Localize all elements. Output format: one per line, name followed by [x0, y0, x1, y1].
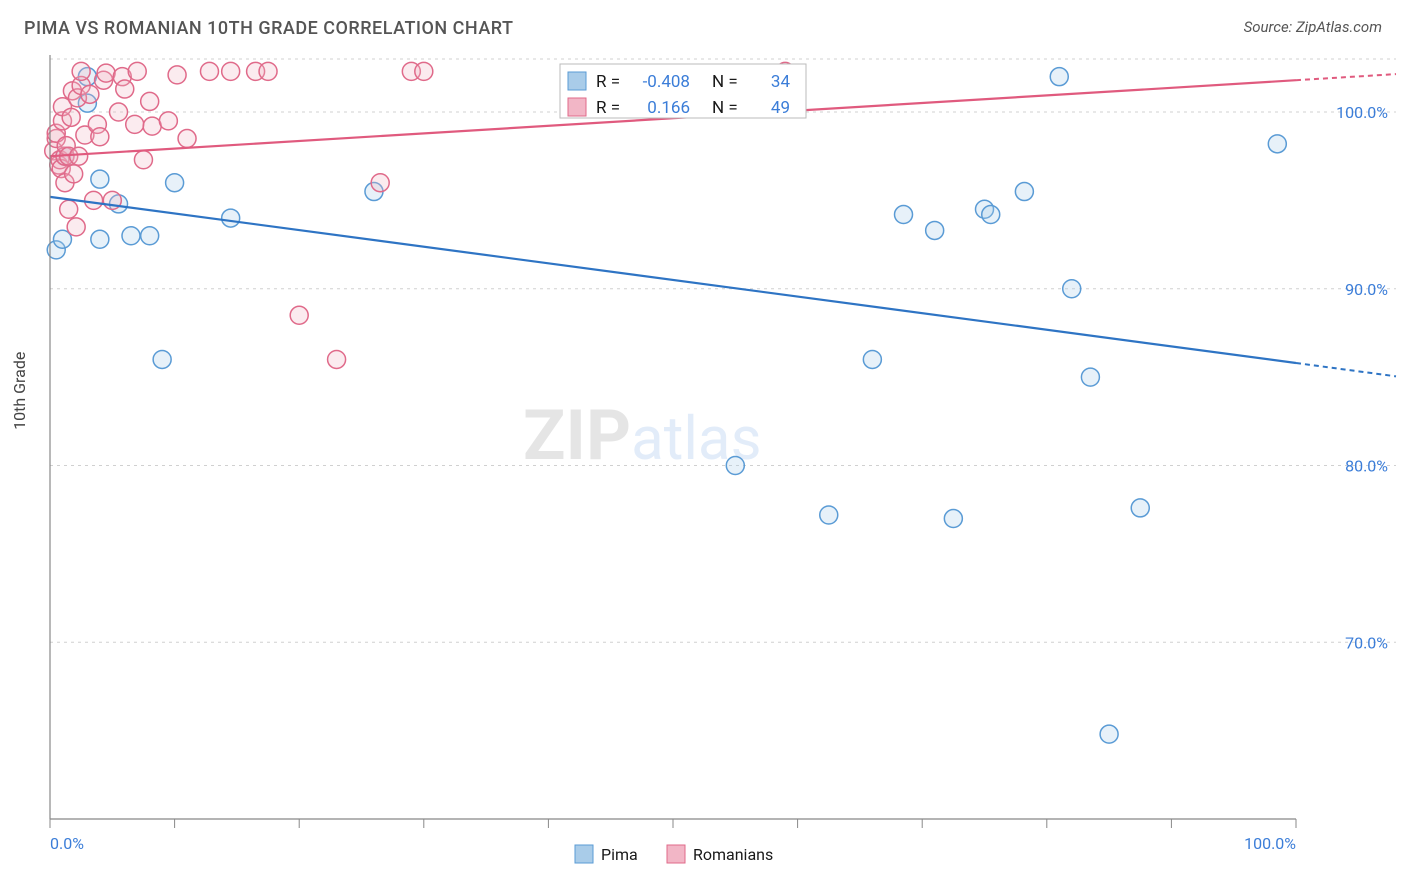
data-point [222, 62, 240, 80]
data-point [65, 165, 83, 183]
data-point [153, 350, 171, 368]
data-point [60, 200, 78, 218]
data-point [1100, 725, 1118, 743]
data-point [1015, 183, 1033, 201]
data-point [895, 206, 913, 224]
data-point [134, 151, 152, 169]
data-point [328, 350, 346, 368]
data-point [1081, 368, 1099, 386]
data-point [91, 230, 109, 248]
data-point [70, 147, 88, 165]
data-point [415, 62, 433, 80]
data-point [67, 218, 85, 236]
data-point [91, 170, 109, 188]
svg-text:N =: N = [712, 98, 738, 118]
chart-source: Source: ZipAtlas.com [1244, 18, 1382, 36]
y-tick-label: 70.0% [1345, 633, 1388, 652]
data-point [222, 209, 240, 227]
data-point [159, 112, 177, 130]
chart-container: 10th Grade 70.0%80.0%90.0%100.0%ZIPatlas… [0, 49, 1406, 889]
data-point [820, 506, 838, 524]
data-point [91, 128, 109, 146]
data-point [110, 103, 128, 121]
data-point [81, 85, 99, 103]
legend-swatch [667, 845, 685, 863]
x-tick-label: 100.0% [1244, 834, 1296, 853]
data-point [1063, 280, 1081, 298]
data-point [143, 117, 161, 135]
y-axis-label: 10th Grade [10, 352, 29, 430]
svg-text:34: 34 [771, 72, 791, 92]
legend-swatch [568, 98, 586, 116]
svg-text:R =: R = [596, 72, 620, 92]
data-point [982, 206, 1000, 224]
data-point [141, 92, 159, 110]
svg-text:-0.408: -0.408 [643, 72, 690, 92]
y-tick-label: 90.0% [1345, 280, 1388, 299]
trend-line [50, 197, 1296, 363]
data-point [726, 457, 744, 475]
data-point [116, 80, 134, 98]
svg-text:N =: N = [712, 72, 738, 92]
chart-header: PIMA VS ROMANIAN 10TH GRADE CORRELATION … [0, 0, 1406, 49]
data-point [259, 62, 277, 80]
legend-swatch [575, 845, 593, 863]
legend-swatch [568, 72, 586, 90]
svg-text:0.166: 0.166 [647, 98, 690, 118]
data-point [863, 350, 881, 368]
data-point [166, 174, 184, 192]
scatter-chart: 70.0%80.0%90.0%100.0%ZIPatlas0.0%100.0%R… [0, 49, 1406, 889]
data-point [371, 174, 389, 192]
data-point [126, 115, 144, 133]
legend-label: Pima [601, 845, 638, 864]
data-point [168, 66, 186, 84]
y-tick-label: 80.0% [1345, 457, 1388, 476]
data-point [1050, 68, 1068, 86]
data-point [72, 62, 90, 80]
data-point [141, 227, 159, 245]
data-point [178, 130, 196, 148]
legend-label: Romanians [693, 845, 773, 864]
svg-text:R =: R = [596, 98, 620, 118]
data-point [97, 64, 115, 82]
data-point [128, 62, 146, 80]
data-point [944, 510, 962, 528]
data-point [62, 108, 80, 126]
data-point [122, 227, 140, 245]
data-point [1268, 135, 1286, 153]
data-point [85, 191, 103, 209]
data-point [200, 62, 218, 80]
x-tick-label: 0.0% [50, 834, 84, 853]
data-point [1131, 499, 1149, 517]
chart-title: PIMA VS ROMANIAN 10TH GRADE CORRELATION … [24, 18, 513, 39]
data-point [926, 221, 944, 239]
y-tick-label: 100.0% [1336, 103, 1388, 122]
data-point [290, 306, 308, 324]
svg-text:49: 49 [771, 98, 790, 118]
